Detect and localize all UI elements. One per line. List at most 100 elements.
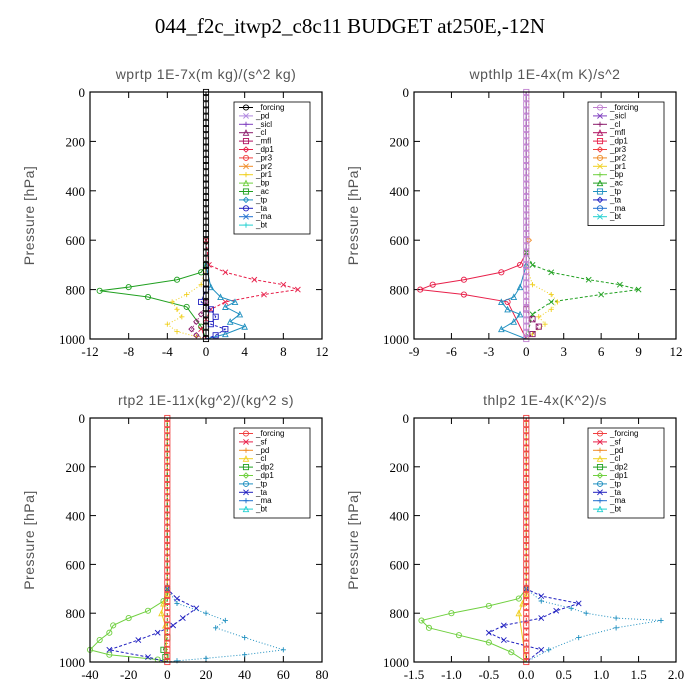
zero-profile-point bbox=[164, 530, 171, 537]
zero-profile-point bbox=[523, 482, 530, 489]
series-point bbox=[508, 649, 515, 656]
legend-label: _pr2 bbox=[255, 162, 273, 171]
series-point bbox=[500, 637, 507, 643]
zero-profile-point bbox=[523, 488, 530, 495]
x-tick-label: 8 bbox=[280, 344, 287, 359]
zero-profile-point bbox=[523, 317, 530, 324]
panel-title: wprtp 1E-7x(m kg)/(s^2 kg) bbox=[115, 66, 297, 82]
series-line bbox=[420, 92, 527, 340]
series-point bbox=[106, 646, 113, 653]
series-line bbox=[420, 418, 527, 663]
series-point bbox=[197, 311, 205, 318]
series-point bbox=[183, 303, 190, 310]
series-point bbox=[613, 625, 619, 631]
zero-profile-point bbox=[523, 181, 530, 188]
zero-profile-point bbox=[523, 298, 530, 306]
legend-marker bbox=[243, 222, 249, 228]
series-point bbox=[536, 314, 542, 320]
zero-profile-point bbox=[523, 457, 530, 464]
legend-marker bbox=[596, 455, 604, 462]
zero-profile-point bbox=[164, 634, 171, 641]
series-point bbox=[154, 629, 161, 636]
series-point bbox=[548, 306, 554, 312]
zero-profile-point bbox=[164, 512, 171, 519]
x-tick-label: 80 bbox=[316, 667, 329, 682]
y-axis-label: Pressure [hPa] bbox=[345, 166, 361, 266]
series-point bbox=[236, 310, 244, 318]
zero-profile-point bbox=[523, 125, 530, 133]
main-title: 044_f2c_itwp2_c8c11 BUDGET at250E,-12N bbox=[154, 14, 546, 38]
zero-profile-point bbox=[164, 549, 171, 556]
legend-label: _pr1 bbox=[609, 162, 627, 171]
legend-label: _dp1 bbox=[609, 471, 628, 480]
legend-marker bbox=[242, 188, 250, 195]
zero-profile-point bbox=[523, 585, 530, 592]
y-tick-label: 800 bbox=[66, 283, 86, 298]
y-tick-label: 0 bbox=[403, 85, 410, 100]
legend-label: _mfl bbox=[255, 137, 271, 146]
zero-profile-point bbox=[164, 616, 171, 623]
series-point bbox=[242, 652, 248, 658]
legend-label: _cl bbox=[609, 120, 620, 129]
legend-marker bbox=[597, 163, 603, 170]
series-point bbox=[106, 629, 113, 636]
series-point bbox=[212, 332, 219, 339]
zero-profile-point bbox=[523, 518, 530, 525]
zero-profile-point bbox=[164, 475, 171, 483]
zero-profile-point bbox=[523, 469, 530, 476]
series-point bbox=[635, 286, 642, 293]
series-point bbox=[548, 291, 554, 298]
legend-label: _ma bbox=[255, 496, 272, 505]
zero-profile-point bbox=[164, 652, 171, 659]
x-tick-label: -0.5 bbox=[479, 667, 500, 682]
series-point bbox=[568, 605, 574, 611]
x-tick-label: -8 bbox=[123, 344, 134, 359]
series-point bbox=[125, 615, 132, 622]
series-point bbox=[429, 281, 436, 288]
series-point bbox=[504, 305, 511, 313]
series-point bbox=[174, 595, 180, 602]
legend-label: _ta bbox=[255, 204, 268, 213]
zero-profile-point bbox=[202, 237, 210, 244]
zero-profile-point bbox=[202, 292, 210, 299]
series-point bbox=[616, 281, 623, 288]
legend-label: _dp1 bbox=[255, 145, 274, 154]
zero-profile-point bbox=[202, 132, 210, 139]
series-point bbox=[188, 325, 195, 333]
series-line bbox=[525, 418, 662, 663]
zero-profile-point bbox=[202, 113, 210, 120]
legend-label: _cl bbox=[255, 128, 266, 137]
zero-profile-point bbox=[202, 280, 210, 287]
series-point bbox=[538, 598, 544, 604]
zero-profile-point bbox=[523, 597, 530, 605]
zero-profile-point bbox=[164, 555, 171, 562]
zero-profile-point bbox=[164, 482, 171, 489]
legend-marker bbox=[242, 129, 250, 136]
legend-marker bbox=[242, 205, 250, 212]
y-tick-label: 0 bbox=[403, 411, 410, 426]
series-point bbox=[198, 282, 204, 288]
x-tick-label: -12 bbox=[81, 344, 98, 359]
legend-label: _tp bbox=[609, 479, 622, 488]
legend-label: _tp bbox=[255, 195, 268, 204]
series-line bbox=[487, 418, 581, 663]
legend-marker bbox=[596, 129, 604, 136]
series-point bbox=[222, 269, 229, 276]
series-point bbox=[516, 283, 524, 291]
zero-profile-point bbox=[523, 212, 530, 219]
zero-profile-point bbox=[523, 561, 530, 568]
legend: _forcing_sf_pd_cl_dp2_dp1_tp_ta_ma_bt bbox=[587, 427, 665, 519]
series-point bbox=[170, 622, 177, 629]
zero-profile-point bbox=[202, 255, 210, 262]
legend-label: _pr3 bbox=[609, 145, 627, 154]
legend-label: _ma bbox=[255, 212, 272, 221]
legend-marker bbox=[596, 464, 604, 471]
legend-label: _forcing bbox=[255, 429, 284, 438]
x-tick-label: 0 bbox=[164, 667, 171, 682]
series-point bbox=[96, 287, 103, 294]
zero-profile-point bbox=[523, 237, 530, 244]
series-point bbox=[213, 625, 219, 631]
series-point bbox=[460, 291, 467, 298]
legend-marker bbox=[596, 188, 604, 195]
